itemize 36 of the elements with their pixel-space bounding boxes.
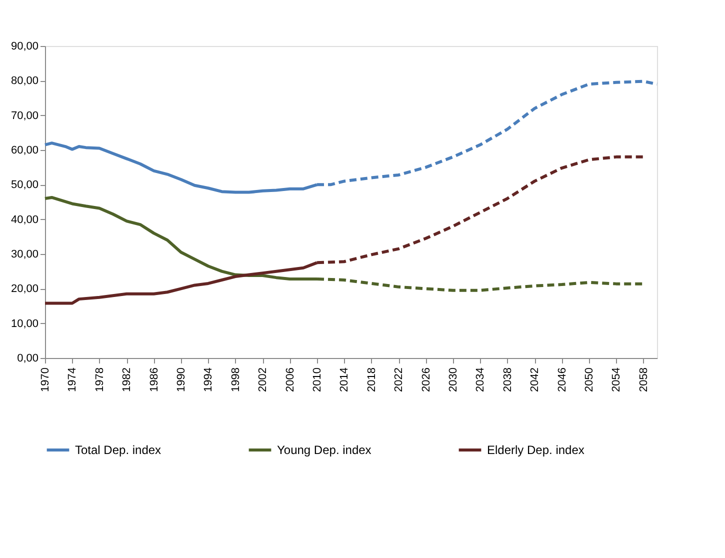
y-tick-label: 70,00 (10, 110, 38, 122)
y-tick-label: 20,00 (10, 283, 38, 296)
x-tick-label: 2014 (338, 368, 351, 392)
x-tick-label: 2054 (610, 368, 623, 392)
x-tick-label: 2006 (284, 368, 296, 392)
x-tick-label: 1982 (121, 368, 134, 392)
y-tick-label: 30,00 (10, 248, 38, 260)
x-tick-label: 1994 (202, 368, 215, 392)
legend-label: Total Dep. index (75, 443, 162, 457)
x-tick-label: 1990 (176, 368, 188, 392)
x-tick-label: 2046 (556, 368, 568, 392)
x-tick-label: 2018 (366, 368, 378, 392)
x-tick-label: 1978 (94, 368, 106, 392)
legend-label: Elderly Dep. index (487, 443, 584, 457)
x-tick-label: 2042 (529, 368, 542, 392)
x-tick-label: 1986 (148, 368, 160, 392)
y-tick-label: 0,00 (17, 352, 38, 364)
y-tick-label: 50,00 (10, 179, 38, 192)
x-tick-label: 2050 (584, 368, 596, 392)
legend-label: Young Dep. index (277, 443, 372, 457)
y-tick-label: 90,00 (10, 40, 38, 52)
y-tick-label: 60,00 (10, 144, 38, 156)
x-tick-label: 1970 (40, 368, 52, 392)
x-tick-label: 2022 (393, 368, 406, 392)
x-tick-label: 2026 (420, 368, 432, 392)
x-tick-label: 2030 (448, 368, 460, 392)
x-tick-label: 2010 (312, 368, 324, 392)
x-tick-label: 1998 (230, 368, 242, 392)
x-tick-label: 2034 (474, 368, 487, 392)
x-tick-label: 2002 (257, 368, 270, 392)
y-tick-label: 80,00 (10, 75, 38, 88)
y-tick-label: 40,00 (10, 214, 38, 226)
x-tick-label: 2058 (638, 368, 650, 392)
x-tick-label: 2038 (502, 368, 514, 392)
y-tick-label: 10,00 (10, 318, 38, 330)
x-tick-label: 1974 (66, 368, 79, 392)
